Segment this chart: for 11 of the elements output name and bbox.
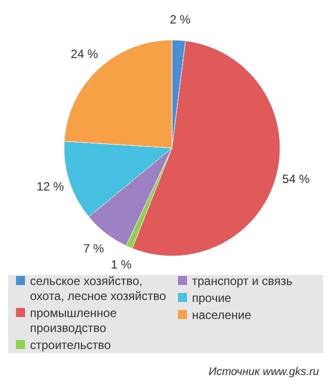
data-label: 2 % bbox=[170, 12, 191, 26]
legend-label: население bbox=[192, 308, 252, 322]
data-label: 1 % bbox=[110, 258, 132, 272]
text: Источник www.gks.ru bbox=[208, 366, 319, 378]
data-label: 12 % bbox=[36, 180, 64, 194]
data-label: 7 % bbox=[83, 241, 104, 256]
legend-label: транспорт и связь bbox=[192, 274, 292, 288]
data-label: 54 % bbox=[282, 172, 310, 186]
legend-label: прочие bbox=[192, 291, 232, 305]
data-label: 24 % bbox=[70, 46, 98, 61]
legend-label: строительство bbox=[30, 338, 112, 352]
